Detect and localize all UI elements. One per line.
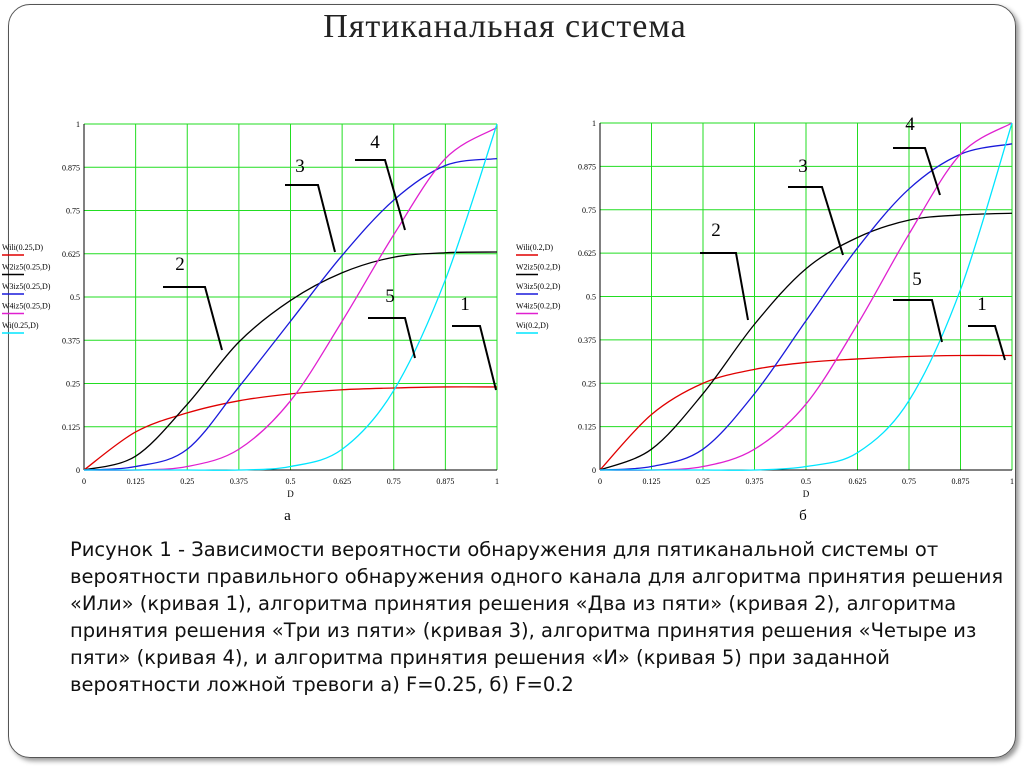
- y-tick-label: 0.5: [586, 293, 596, 302]
- annotation: 3: [295, 156, 305, 177]
- slide-title: Пятиканальная система: [323, 8, 687, 45]
- annotation-leader: [285, 184, 336, 253]
- legend-label: W4iz5(0.25,D): [2, 302, 51, 311]
- legend-label: W2iz5(0.2,D): [516, 263, 561, 272]
- y-tick-label: 0: [76, 466, 80, 475]
- annotation: 5: [385, 286, 395, 307]
- x-tick-label: 0.375: [230, 477, 248, 486]
- series-line: [599, 212, 1013, 471]
- annotation-leader: [163, 286, 223, 351]
- chart-subtitle: б: [799, 508, 807, 524]
- annotation-leader: [893, 299, 943, 343]
- y-tick-label: 0.25: [582, 379, 596, 388]
- legend-label: W4iz5(0.2,D): [516, 302, 561, 311]
- y-tick-label: 0.75: [582, 206, 596, 215]
- y-tick-label: 0.375: [578, 336, 596, 345]
- slide-frame: [8, 4, 1016, 758]
- x-tick-label: 0: [598, 477, 602, 486]
- annotation: 5: [912, 269, 922, 290]
- y-tick-label: 0.875: [62, 163, 80, 172]
- series-line: [83, 386, 498, 471]
- annotation: 4: [905, 114, 915, 135]
- annotation: 1: [977, 294, 987, 315]
- annotation: 1: [460, 294, 470, 315]
- x-tick-label: 0: [82, 477, 86, 486]
- y-tick-label: 0.75: [66, 207, 80, 216]
- chart-subtitle: а: [284, 508, 291, 524]
- annotation-leader: [968, 325, 1006, 361]
- series-line: [83, 251, 498, 471]
- annotation-leader: [700, 252, 749, 321]
- x-tick-label: 0.875: [436, 477, 454, 486]
- x-tick-label: 0.125: [127, 477, 145, 486]
- y-tick-label: 0.125: [578, 423, 596, 432]
- x-tick-label: 1: [495, 477, 499, 486]
- annotation: 3: [798, 156, 808, 177]
- x-tick-label: 0.375: [746, 477, 764, 486]
- legend-label: Wi(0.25,D): [2, 321, 39, 330]
- y-tick-label: 0.5: [70, 293, 80, 302]
- x-tick-label: 0.25: [696, 477, 710, 486]
- figure-caption: Рисунок 1 - Зависимости вероятности обна…: [70, 538, 1004, 696]
- y-tick-label: 0.375: [62, 336, 80, 345]
- series-line: [599, 143, 1013, 471]
- legend-label: Wili(0.25,D): [2, 243, 43, 252]
- x-tick-label: 0.125: [643, 477, 661, 486]
- y-tick-label: 0.625: [62, 250, 80, 259]
- annotation-leader: [368, 317, 416, 359]
- x-tick-label: 0.5: [801, 477, 811, 486]
- y-tick-label: 0.125: [62, 423, 80, 432]
- y-tick-label: 1: [592, 119, 596, 128]
- annotation-leader: [893, 147, 941, 196]
- x-tick-label: 0.625: [333, 477, 351, 486]
- legend-label: W2iz5(0.25,D): [2, 263, 51, 272]
- annotation: 2: [175, 254, 185, 275]
- legend-label: W3iz5(0.2,D): [516, 282, 561, 291]
- x-tick-label: 1: [1010, 477, 1014, 486]
- x-tick-label: 0.625: [849, 477, 867, 486]
- x-tick-label: 0.75: [387, 477, 401, 486]
- annotation-leader: [355, 159, 406, 231]
- legend-label: Wili(0.2,D): [516, 243, 553, 252]
- x-axis-label: D: [803, 489, 810, 499]
- series-line: [84, 123, 498, 471]
- annotation-leader: [452, 325, 497, 391]
- x-axis-label: D: [287, 489, 294, 499]
- x-tick-label: 0.5: [286, 477, 296, 486]
- series-line: [599, 354, 1013, 471]
- annotation: 2: [711, 220, 721, 241]
- y-tick-label: 0.25: [66, 380, 80, 389]
- y-tick-label: 0: [592, 466, 596, 475]
- charts: 0 0.125 0.25 0.375 0.5 0.625 0.75 0.875 1 0 0.125 0…: [2, 114, 1014, 524]
- x-tick-label: 0.875: [952, 477, 970, 486]
- legend-label: W3iz5(0.25,D): [2, 282, 51, 291]
- y-tick-label: 0.625: [578, 249, 596, 258]
- annotation: 4: [370, 132, 380, 153]
- y-tick-label: 0.875: [578, 162, 596, 171]
- y-tick-label: 1: [76, 120, 80, 129]
- x-tick-label: 0.25: [180, 477, 194, 486]
- x-tick-label: 0.75: [902, 477, 916, 486]
- annotation-leader: [788, 186, 844, 256]
- series-line: [600, 122, 1013, 471]
- legend-label: Wi(0.2,D): [516, 321, 549, 330]
- series-line: [83, 157, 498, 471]
